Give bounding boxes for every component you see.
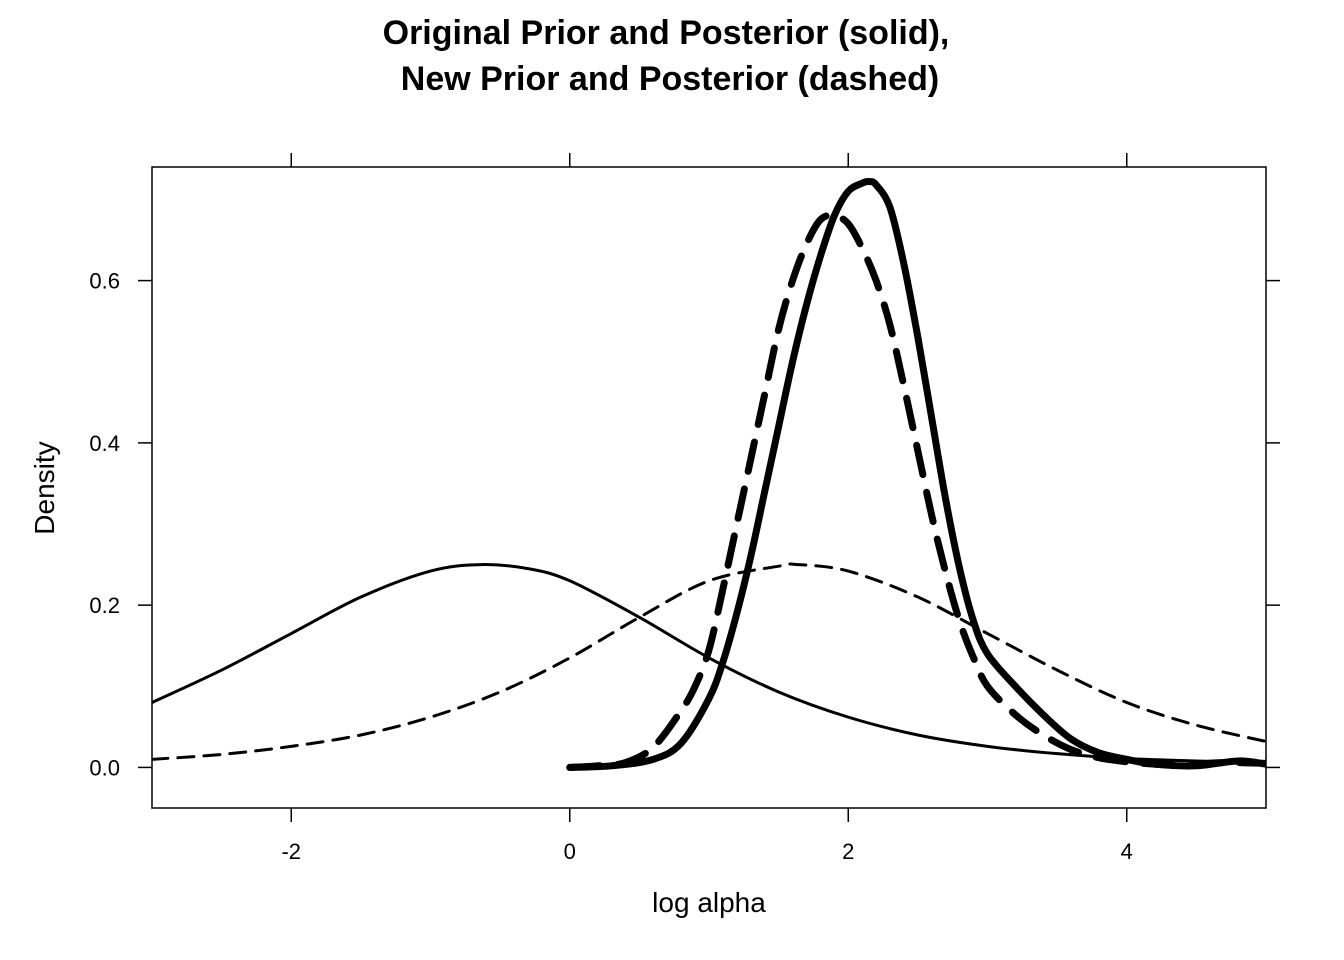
x-tick-label: -2 — [281, 839, 301, 864]
y-tick-label: 0.0 — [89, 755, 120, 780]
chart-title-line2: New Prior and Posterior (dashed) — [401, 60, 939, 98]
y-tick-label: 0.2 — [89, 593, 120, 618]
y-axis-title: Density — [29, 441, 60, 534]
x-axis-title: log alpha — [652, 887, 766, 918]
x-tick-label: 2 — [842, 839, 854, 864]
plot-frame — [151, 166, 1267, 809]
new-posterior-line — [566, 211, 1266, 771]
axis-tick-labels: -2 0 2 4 0.0 0.2 0.4 0.6 — [89, 269, 1132, 864]
x-tick-label: 4 — [1121, 839, 1133, 864]
x-tick-label: 0 — [564, 839, 576, 864]
original-posterior-line — [566, 178, 1266, 771]
new-prior-line — [152, 562, 1266, 761]
original-prior-line — [152, 563, 1266, 765]
axis-ticks — [138, 153, 1280, 822]
chart-title-line1: Original Prior and Posterior (solid), — [383, 14, 950, 52]
y-tick-label: 0.6 — [89, 269, 120, 294]
density-series — [152, 178, 1266, 771]
y-tick-label: 0.4 — [89, 431, 120, 456]
